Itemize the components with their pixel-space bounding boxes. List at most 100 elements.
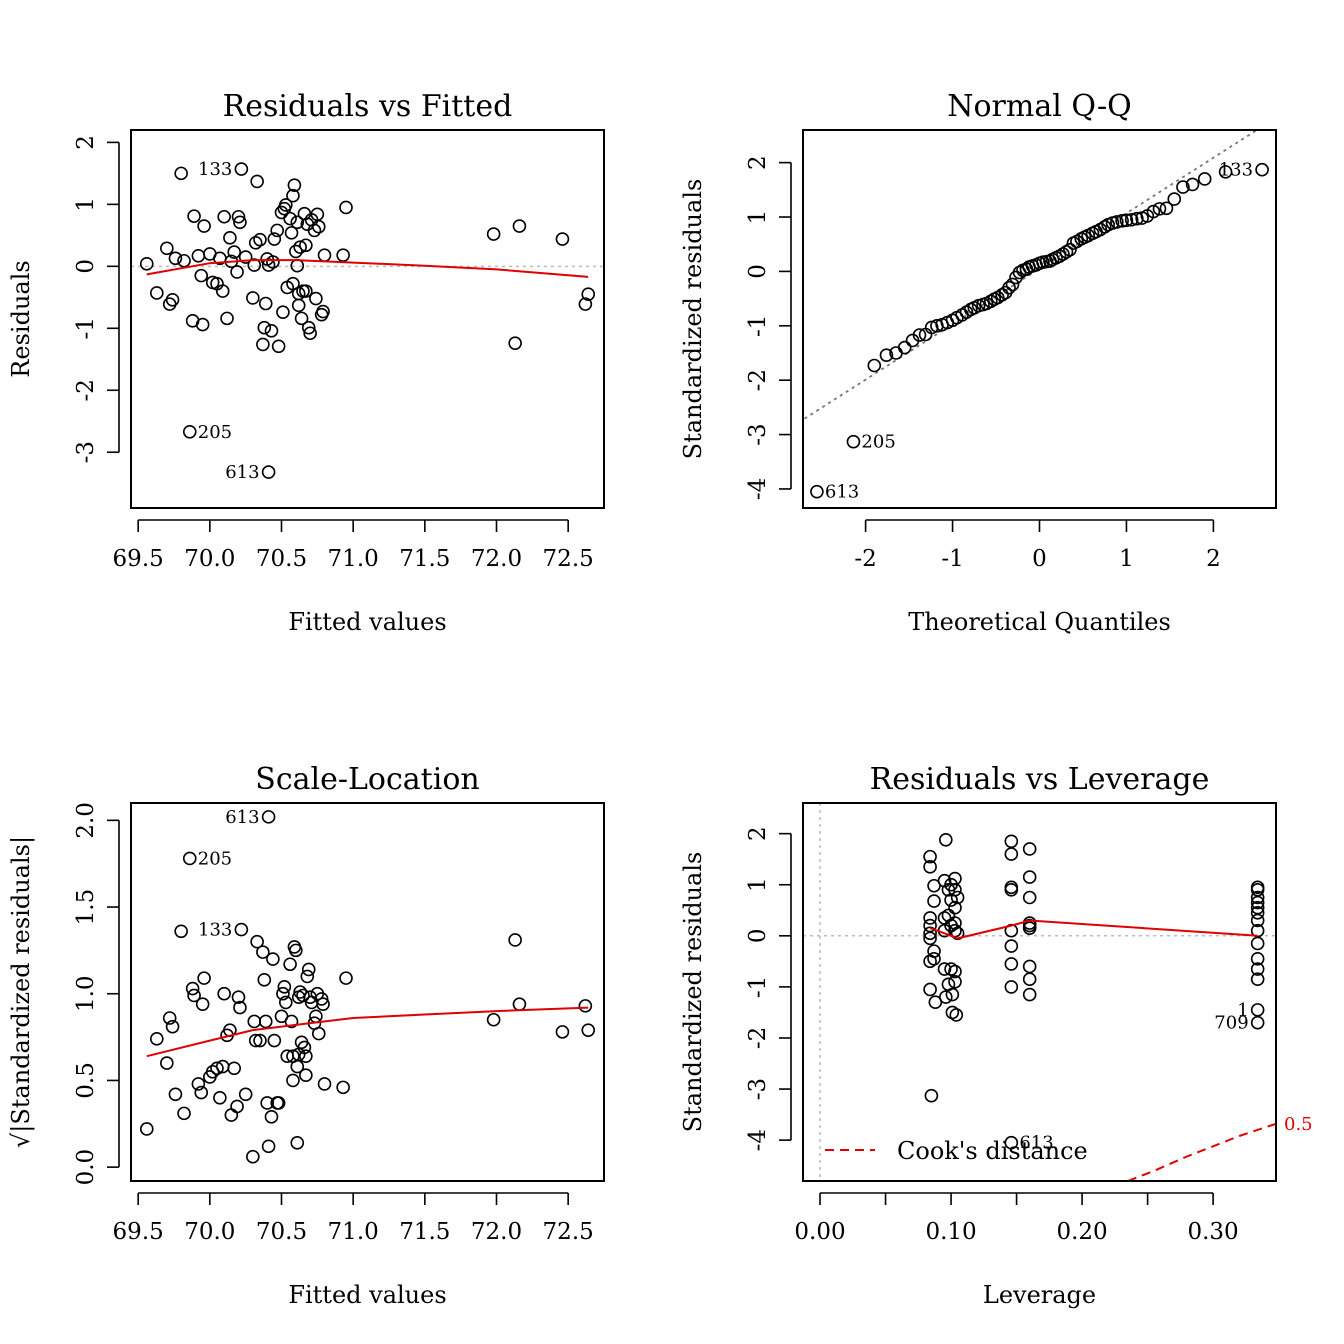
data-point — [162, 297, 177, 311]
data-point — [182, 851, 197, 866]
data-point — [286, 276, 300, 291]
data-point — [286, 1073, 300, 1088]
data-point — [278, 198, 293, 212]
data-point — [1197, 172, 1212, 186]
data-point — [290, 215, 305, 230]
data-point — [139, 257, 154, 271]
data-point — [250, 934, 264, 949]
data-point — [555, 232, 570, 246]
data-point — [339, 200, 353, 215]
data-point — [1250, 962, 1265, 976]
chart-panel-1: 69.5 70.0 70.5 71.0 71.5 72.0 72.5 -3 -2 -1 0 1 2 Res… — [7, 89, 605, 636]
plot-frame — [130, 129, 605, 509]
chart-panel-4: 0.5 0.00 0.10 0.20 0.30 -4 -3 -2 -1 0 1 2 Residuals … — [679, 762, 1313, 1309]
data-point — [1250, 972, 1265, 987]
y-axis-label-text: Standardized residuals — [679, 179, 707, 460]
data-point — [924, 320, 939, 335]
data-point — [948, 916, 962, 930]
data-point — [1022, 890, 1037, 905]
data-point — [217, 209, 231, 224]
data-point — [261, 1139, 276, 1154]
x-tick-label: 69.5 — [113, 546, 164, 572]
data-point — [339, 971, 353, 985]
x-tick-label: 72.0 — [471, 546, 522, 572]
chart-title: Scale-Location — [255, 762, 479, 797]
data-point — [278, 995, 293, 1010]
data-point — [266, 952, 280, 966]
data-point — [1022, 921, 1037, 935]
point-label: 1 — [1237, 1000, 1248, 1021]
data-point — [286, 188, 300, 203]
data-point — [160, 241, 174, 256]
point-label: 133 — [1219, 160, 1253, 181]
x-tick-label: -2 — [854, 546, 876, 572]
y-tick-label: 0 — [73, 259, 99, 274]
x-tick-label: 70.0 — [184, 1219, 235, 1245]
data-point — [230, 265, 244, 279]
y-tick-label: 2.0 — [73, 802, 99, 839]
point-label: 205 — [861, 432, 895, 453]
y-tick-label: -2 — [73, 379, 99, 401]
data-point — [1004, 834, 1019, 849]
data-point — [1004, 883, 1019, 897]
x-tick-label: 71.5 — [399, 1219, 450, 1245]
data-point — [927, 944, 941, 958]
qq-reference-line — [803, 130, 1259, 421]
point-label: 613 — [225, 462, 259, 483]
data-point — [555, 1025, 570, 1039]
y-tick-label: 1 — [745, 877, 771, 892]
data-point — [1052, 249, 1067, 263]
data-point — [270, 223, 285, 238]
data-point — [230, 1099, 244, 1114]
x-axis-label: Leverage — [983, 1281, 1096, 1309]
data-point — [227, 245, 241, 259]
data-point — [317, 248, 332, 262]
data-point — [950, 890, 965, 905]
point-label: 613 — [825, 482, 859, 503]
data-point — [194, 268, 209, 283]
data-point — [257, 320, 272, 335]
data-point — [581, 287, 596, 302]
data-point — [1022, 959, 1037, 974]
data-point — [578, 999, 593, 1013]
x-tick-label: 0.00 — [794, 1219, 845, 1245]
data-point — [307, 223, 322, 238]
y-axis-label-text: Standardized residuals — [679, 852, 707, 1133]
data-point — [1218, 165, 1233, 179]
data-point — [162, 1011, 177, 1025]
point-label: 205 — [198, 422, 232, 443]
y-axis-label-prefix: √ — [7, 1132, 35, 1148]
data-point — [897, 340, 912, 355]
data-point — [1022, 987, 1037, 1002]
data-point — [299, 238, 313, 253]
data-point — [297, 1040, 312, 1055]
data-point — [283, 957, 297, 972]
y-tick-label: -1 — [745, 315, 771, 337]
data-point — [311, 219, 326, 234]
data-point — [1004, 939, 1019, 953]
y-tick-label: 0.0 — [73, 1149, 99, 1186]
data-point — [290, 1136, 305, 1150]
y-tick-label: -2 — [745, 369, 771, 391]
data-point — [231, 990, 246, 1005]
data-point — [197, 219, 211, 233]
data-point — [937, 873, 952, 888]
point-label: 613 — [225, 807, 259, 828]
data-point — [253, 1033, 267, 1048]
data-point — [246, 291, 260, 305]
plot-frame — [802, 802, 1277, 1182]
data-point — [187, 988, 201, 1003]
data-point — [1063, 242, 1077, 257]
data-point — [512, 219, 527, 233]
point-label: 709 — [1214, 1013, 1248, 1034]
data-point — [191, 1077, 206, 1091]
data-point — [316, 304, 330, 319]
chart-panel-2: -2 -1 0 1 2 -4 -3 -2 -1 0 1 2 Normal Q-Q Theoretical … — [679, 89, 1277, 636]
smoother-line — [929, 919, 1258, 940]
data-point — [1002, 280, 1016, 295]
data-point — [276, 305, 290, 319]
x-tick-label: 0.10 — [925, 1219, 976, 1245]
data-point — [283, 211, 297, 226]
data-point — [939, 990, 953, 1004]
x-tick-label: 72.5 — [543, 546, 594, 572]
